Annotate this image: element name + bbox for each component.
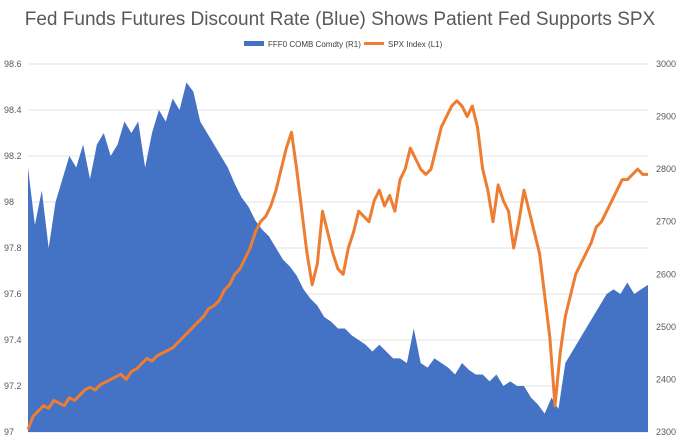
series-spx (26, 99, 648, 430)
left-tick-label: 98.4 (4, 105, 22, 115)
left-tick-label: 97.8 (4, 243, 22, 253)
chart-title: Fed Funds Futures Discount Rate (Blue) S… (25, 9, 656, 30)
right-tick-label: 2400 (656, 374, 676, 384)
right-tick-label: 2700 (656, 217, 676, 227)
left-tick-label: 97.2 (4, 381, 22, 391)
legend-label-spx: SPX Index (L1) (388, 40, 443, 49)
left-tick-label: 97.4 (4, 335, 22, 345)
right-tick-label: 2300 (656, 427, 676, 437)
right-tick-label: 2500 (656, 322, 676, 332)
legend-swatch-fff0 (244, 41, 264, 46)
right-tick-label: 2900 (656, 112, 676, 122)
legend-swatch-spx (364, 42, 384, 45)
line-spx (26, 99, 648, 430)
right-axis: 3000 2900 2800 2700 2600 2500 2400 2300 (656, 59, 676, 437)
left-tick-label: 98.2 (4, 151, 22, 161)
legend-label-fff0: FFF0 COMB Comdty (R1) (268, 40, 361, 49)
left-tick-label: 97.6 (4, 289, 22, 299)
right-tick-label: 2800 (656, 164, 676, 174)
area-fff0 (28, 82, 648, 433)
series-fff0 (28, 82, 648, 433)
left-axis: 98.6 98.4 98.2 98 97.8 97.6 97.4 97.2 97 (4, 59, 22, 437)
left-tick-label: 97 (4, 427, 14, 437)
right-tick-label: 3000 (656, 59, 676, 69)
left-tick-label: 98 (4, 197, 14, 207)
legend: FFF0 COMB Comdty (R1) SPX Index (L1) (244, 40, 443, 49)
left-tick-label: 98.6 (4, 59, 22, 69)
right-tick-label: 2600 (656, 269, 676, 279)
